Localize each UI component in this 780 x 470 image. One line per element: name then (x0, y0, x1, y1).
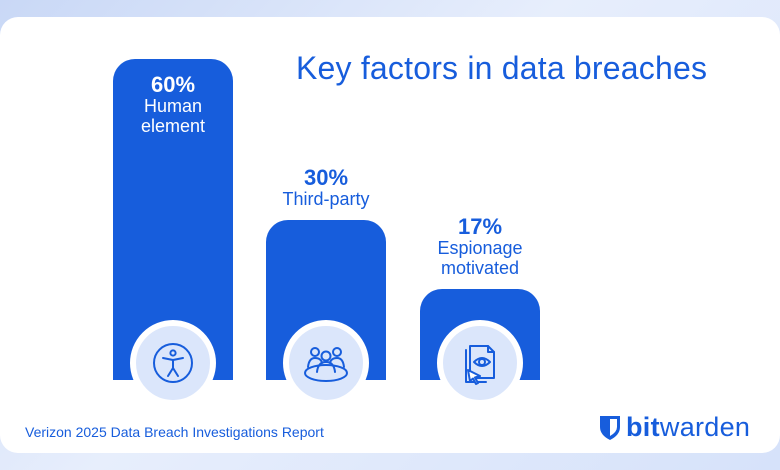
category-label: element (140, 115, 206, 136)
label-third-party: 30% Third-party (236, 164, 416, 210)
group-people-icon (283, 320, 369, 406)
shield-icon (600, 415, 620, 440)
chart-title: Key factors in data breaches (296, 50, 708, 86)
label-human-element: 60% Human element (83, 72, 263, 137)
source-citation: Verizon 2025 Data Breach Investigations … (25, 424, 324, 440)
category-label: Espionage (437, 238, 523, 259)
category-label: motivated (440, 258, 520, 279)
bitwarden-logo: bitwarden (599, 412, 750, 443)
logo-wordmark: bitwarden (626, 412, 751, 442)
label-espionage-motivated: 17% Espionage motivated (390, 214, 570, 279)
document-eye-cursor-icon (437, 320, 523, 406)
value-label: 30% (303, 164, 349, 190)
category-label: Human (143, 96, 203, 117)
category-label: Third-party (282, 188, 370, 209)
value-label: 60% (150, 72, 196, 97)
value-label: 17% (457, 214, 503, 240)
accessibility-person-icon (130, 320, 216, 406)
